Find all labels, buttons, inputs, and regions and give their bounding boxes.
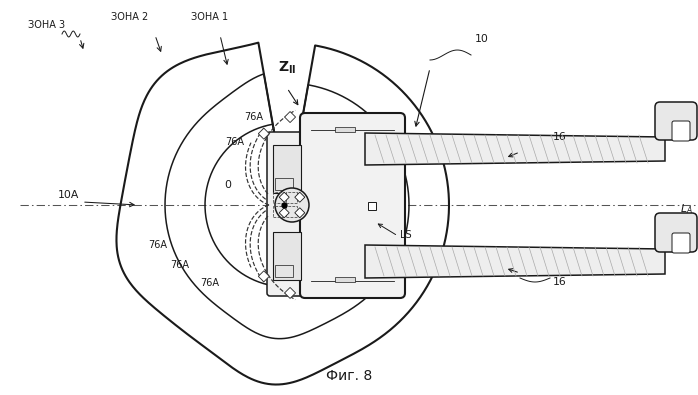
Text: ЗОНА 2: ЗОНА 2 <box>112 12 149 22</box>
Polygon shape <box>365 133 665 165</box>
Text: $\mathbf{Z_{II}}$: $\mathbf{Z_{II}}$ <box>278 60 297 76</box>
Text: 76A: 76A <box>148 240 167 250</box>
Text: 76B: 76B <box>278 242 297 252</box>
Bar <box>368 202 376 210</box>
Bar <box>335 127 355 132</box>
Text: ЗОНА 1: ЗОНА 1 <box>191 12 228 22</box>
Bar <box>275 178 293 190</box>
Polygon shape <box>258 271 269 282</box>
Bar <box>273 206 284 217</box>
Text: ЗОНА 3: ЗОНА 3 <box>28 20 65 30</box>
Bar <box>335 277 355 282</box>
Text: 76B: 76B <box>278 162 297 172</box>
Bar <box>275 265 293 277</box>
Text: 76A: 76A <box>200 278 219 288</box>
FancyBboxPatch shape <box>655 213 697 252</box>
Polygon shape <box>258 128 269 139</box>
Bar <box>286 192 297 203</box>
FancyBboxPatch shape <box>672 121 690 141</box>
Bar <box>273 145 301 193</box>
Text: Фиг. 8: Фиг. 8 <box>326 369 372 383</box>
Text: 10A: 10A <box>58 190 80 200</box>
Text: 10: 10 <box>475 34 489 44</box>
Text: 0: 0 <box>224 180 231 190</box>
Polygon shape <box>279 192 289 202</box>
Text: $L_A$: $L_A$ <box>680 202 692 216</box>
Bar <box>286 206 297 217</box>
Polygon shape <box>285 111 295 122</box>
Text: 16: 16 <box>553 132 567 142</box>
FancyBboxPatch shape <box>672 233 690 253</box>
Text: LS: LS <box>400 230 412 240</box>
FancyBboxPatch shape <box>267 132 308 296</box>
Polygon shape <box>285 288 295 299</box>
Polygon shape <box>295 208 305 218</box>
Polygon shape <box>295 192 305 202</box>
Text: 76A: 76A <box>170 260 189 270</box>
Bar <box>273 192 284 203</box>
FancyBboxPatch shape <box>300 113 405 298</box>
Polygon shape <box>279 208 289 218</box>
Text: 16: 16 <box>553 277 567 287</box>
Circle shape <box>275 188 309 222</box>
Polygon shape <box>365 245 665 278</box>
Bar <box>273 232 301 280</box>
Text: 76A: 76A <box>244 112 263 122</box>
Text: 76A: 76A <box>225 137 244 147</box>
FancyBboxPatch shape <box>655 102 697 140</box>
